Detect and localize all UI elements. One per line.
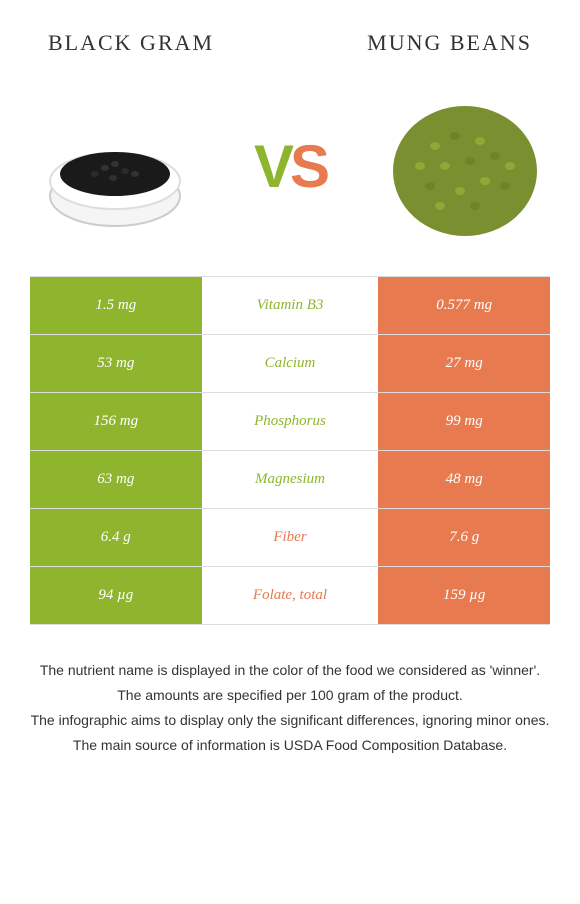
right-value-cell: 7.6 g <box>378 509 550 566</box>
left-value-cell: 1.5 mg <box>30 277 202 334</box>
black-gram-bowl-icon <box>35 86 195 246</box>
table-row: 94 µgFolate, total159 µg <box>30 567 550 625</box>
left-food-image <box>35 86 195 246</box>
footer-line: The main source of information is USDA F… <box>25 735 555 756</box>
nutrient-label-cell: Magnesium <box>202 451 379 508</box>
footer-line: The infographic aims to display only the… <box>25 710 555 731</box>
footer-line: The amounts are specified per 100 gram o… <box>25 685 555 706</box>
left-value-cell: 63 mg <box>30 451 202 508</box>
table-row: 6.4 gFiber7.6 g <box>30 509 550 567</box>
mung-beans-bowl-icon <box>385 86 545 246</box>
right-value-cell: 0.577 mg <box>378 277 550 334</box>
left-value-cell: 53 mg <box>30 335 202 392</box>
right-food-image <box>385 86 545 246</box>
table-row: 1.5 mgVitamin B30.577 mg <box>30 277 550 335</box>
nutrient-table: 1.5 mgVitamin B30.577 mg53 mgCalcium27 m… <box>30 276 550 625</box>
left-food-title: BLACK GRAM <box>48 30 214 56</box>
header: BLACK GRAM MUNG BEANS <box>0 0 580 76</box>
nutrient-label-cell: Vitamin B3 <box>202 277 379 334</box>
vs-s-letter: S <box>290 132 326 201</box>
table-row: 156 mgPhosphorus99 mg <box>30 393 550 451</box>
left-value-cell: 156 mg <box>30 393 202 450</box>
nutrient-label-cell: Phosphorus <box>202 393 379 450</box>
footer-notes: The nutrient name is displayed in the co… <box>0 625 580 756</box>
right-food-title: MUNG BEANS <box>367 30 532 56</box>
nutrient-label-cell: Fiber <box>202 509 379 566</box>
nutrient-label-cell: Calcium <box>202 335 379 392</box>
vs-label: VS <box>254 132 326 201</box>
right-value-cell: 48 mg <box>378 451 550 508</box>
table-row: 53 mgCalcium27 mg <box>30 335 550 393</box>
left-value-cell: 6.4 g <box>30 509 202 566</box>
footer-line: The nutrient name is displayed in the co… <box>25 660 555 681</box>
nutrient-label-cell: Folate, total <box>202 567 379 624</box>
right-value-cell: 27 mg <box>378 335 550 392</box>
right-value-cell: 159 µg <box>378 567 550 624</box>
right-value-cell: 99 mg <box>378 393 550 450</box>
left-value-cell: 94 µg <box>30 567 202 624</box>
table-row: 63 mgMagnesium48 mg <box>30 451 550 509</box>
vs-v-letter: V <box>254 132 290 201</box>
images-row: VS <box>0 76 580 276</box>
